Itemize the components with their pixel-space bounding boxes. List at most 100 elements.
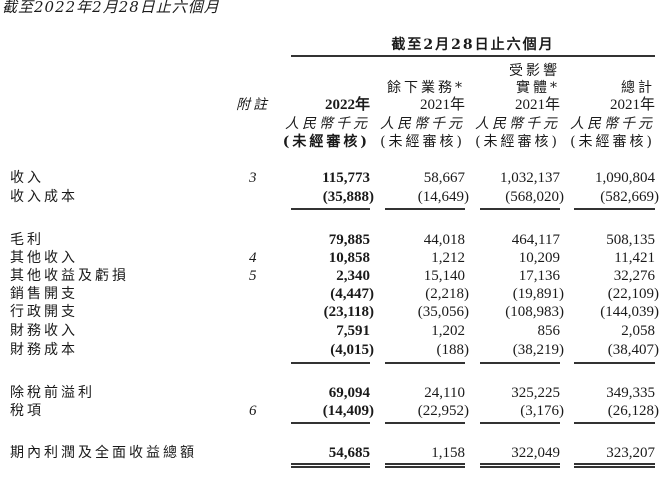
subtotal-underline [480, 362, 560, 364]
row-note: 5 [249, 268, 257, 284]
subtotal-underline [480, 422, 560, 424]
row-label: 其他收入 [10, 250, 78, 266]
cell-value: 79,885 [328, 232, 370, 248]
column-unit: 人民幣千元 [285, 116, 370, 132]
cell-value: 2,340 [336, 268, 370, 284]
cell-value: 17,136 [518, 268, 560, 284]
cell-value: (144,039) [600, 304, 659, 320]
subtotal-underline [385, 208, 465, 210]
cell-value: 54,685 [328, 445, 370, 461]
cell-value: 325,225 [511, 385, 560, 401]
subtotal-underline [291, 422, 370, 424]
cell-value: (108,983) [505, 304, 564, 320]
column-year: 2021年 [514, 97, 560, 113]
row-label: 財務收入 [10, 323, 78, 339]
cell-value: 44,018 [423, 232, 465, 248]
cell-value: 2,058 [621, 323, 655, 339]
cell-value: (4,447) [330, 286, 374, 302]
cell-value: 1,202 [431, 323, 465, 339]
double-underline [385, 466, 465, 468]
cell-value: (14,409) [322, 403, 374, 419]
column-year: 2022年 [324, 97, 370, 113]
cell-value: (2,218) [425, 286, 469, 302]
double-underline [385, 463, 465, 465]
cell-value: (568,020) [505, 189, 564, 205]
row-note: 3 [249, 170, 257, 186]
cell-value: (26,128) [607, 403, 659, 419]
cell-value: (38,407) [607, 342, 659, 358]
row-note: 6 [249, 403, 257, 419]
cell-value: 58,667 [423, 170, 465, 186]
cell-value: (35,056) [417, 304, 469, 320]
column-unit: 人民幣千元 [380, 116, 465, 132]
subtotal-underline [574, 208, 655, 210]
cell-value: 24,110 [424, 385, 465, 401]
column-year: 2021年 [419, 97, 465, 113]
column-year: 2021年 [609, 97, 655, 113]
cell-value: 32,276 [613, 268, 655, 284]
cell-value: (582,669) [600, 189, 659, 205]
row-label: 銷售開支 [10, 286, 78, 302]
column-group-header: 總計 [621, 80, 655, 96]
cell-value: 1,212 [431, 250, 465, 266]
cell-value: 10,858 [328, 250, 370, 266]
row-label: 行政開支 [10, 304, 78, 320]
period-header: 截至2月28日止六個月 [391, 37, 555, 53]
cell-value: 856 [537, 323, 561, 339]
subtotal-underline [574, 422, 655, 424]
row-label: 收入 [10, 170, 44, 186]
header-divider [291, 55, 655, 57]
double-underline [574, 463, 655, 465]
cell-value: 115,773 [322, 170, 370, 186]
row-label: 稅項 [10, 403, 44, 419]
cell-value: (188) [436, 342, 470, 358]
subtotal-underline [291, 362, 370, 364]
cell-value: (38,219) [512, 342, 564, 358]
cell-value: 508,135 [606, 232, 655, 248]
row-label: 收入成本 [10, 189, 78, 205]
row-label: 財務成本 [10, 342, 78, 358]
double-underline [574, 466, 655, 468]
cell-value: (19,891) [512, 286, 564, 302]
cell-value: (14,649) [417, 189, 469, 205]
row-note: 4 [249, 250, 257, 266]
cell-value: (3,176) [520, 403, 564, 419]
cell-value: 1,090,804 [595, 170, 655, 186]
subtotal-underline [480, 208, 560, 210]
column-group-header: 餘下業務* [387, 80, 465, 96]
cell-value: (23,118) [323, 304, 374, 320]
cell-value: (22,109) [607, 286, 659, 302]
row-label: 除稅前溢利 [10, 385, 95, 401]
column-group-header: 實體* [516, 80, 560, 96]
column-unit: 人民幣千元 [570, 116, 655, 132]
cell-value: 15,140 [423, 268, 465, 284]
column-audit-status: (未經審核) [380, 134, 465, 150]
cell-value: 349,335 [606, 385, 655, 401]
double-underline [291, 463, 370, 465]
row-label: 毛利 [10, 232, 44, 248]
subtotal-underline [574, 362, 655, 364]
cell-value: 323,207 [606, 445, 655, 461]
column-unit: 人民幣千元 [475, 116, 560, 132]
cell-value: 10,209 [518, 250, 560, 266]
cell-value: (35,888) [322, 189, 374, 205]
document-title: 截至2022年2月28日止六個月 [2, 0, 220, 16]
cell-value: 1,158 [431, 445, 465, 461]
cell-value: (4,015) [330, 342, 374, 358]
cell-value: 69,094 [328, 385, 370, 401]
double-underline [480, 466, 560, 468]
subtotal-underline [385, 422, 465, 424]
column-audit-status: (未經審核) [282, 134, 370, 150]
cell-value: 1,032,137 [500, 170, 560, 186]
double-underline [480, 463, 560, 465]
cell-value: 7,591 [336, 323, 370, 339]
column-group-header: 受影響 [509, 63, 560, 79]
subtotal-underline [385, 362, 465, 364]
cell-value: 464,117 [511, 232, 560, 248]
note-column-header: 附註 [236, 97, 270, 113]
cell-value: 11,421 [614, 250, 655, 266]
column-audit-status: (未經審核) [475, 134, 560, 150]
row-label: 其他收益及虧損 [10, 268, 129, 284]
subtotal-underline [291, 208, 370, 210]
column-audit-status: (未經審核) [570, 134, 655, 150]
